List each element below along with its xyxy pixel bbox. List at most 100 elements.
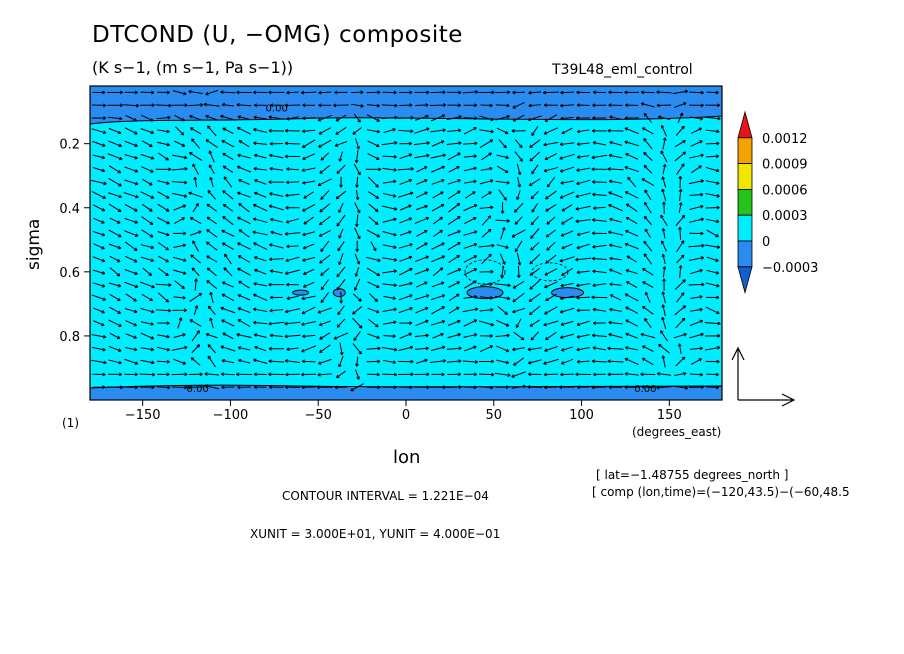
wind-vector-head <box>505 245 509 249</box>
wind-vector <box>662 228 666 239</box>
wind-vector-head <box>286 244 290 249</box>
wind-vector <box>253 116 267 120</box>
wind-vector <box>642 345 654 352</box>
wind-vector <box>223 176 233 188</box>
wind-vector <box>592 360 607 363</box>
wind-vector <box>335 114 347 122</box>
wind-vector-head <box>487 228 492 233</box>
wind-vector-head <box>683 371 687 376</box>
wind-vector <box>545 293 557 302</box>
wind-vector <box>500 227 505 240</box>
wind-vector <box>496 244 509 249</box>
wind-vector <box>221 359 235 364</box>
wind-vector-head <box>409 385 413 390</box>
wind-vector-head <box>286 116 290 121</box>
colorbar-bottom-arrow <box>737 266 753 295</box>
wind-vector <box>338 253 344 265</box>
wind-vector <box>416 166 428 173</box>
wind-vector-head <box>134 233 139 237</box>
wind-vector-head <box>133 309 138 314</box>
wind-vector-head <box>165 272 169 277</box>
wind-vector <box>679 227 682 240</box>
wind-vector-head <box>543 385 547 390</box>
wind-vector <box>381 346 398 351</box>
wind-vector-head <box>511 374 515 378</box>
wind-vector <box>529 178 541 187</box>
wind-vector <box>238 229 250 238</box>
wind-vector-head <box>190 254 194 259</box>
wind-vector-head <box>490 129 494 134</box>
wind-vector-head <box>491 90 495 95</box>
wind-vector-head <box>236 333 240 337</box>
wind-vector-head <box>222 203 227 208</box>
wind-vector-head <box>441 294 446 298</box>
wind-vector <box>446 386 462 389</box>
wind-vector <box>174 217 185 224</box>
wind-vector-head <box>624 166 628 170</box>
wind-vector-head <box>528 182 533 187</box>
wind-vector-head <box>253 127 257 132</box>
wind-vector-head <box>301 144 306 148</box>
wind-vector <box>336 318 346 328</box>
wind-vector-head <box>284 154 288 159</box>
wind-vector <box>690 308 703 312</box>
wind-vector <box>123 192 139 198</box>
wind-vector <box>643 165 653 174</box>
wind-vector-head <box>193 176 198 181</box>
wind-vector-head <box>205 139 210 143</box>
wind-vector <box>544 153 558 160</box>
wind-vector-head <box>339 351 344 356</box>
wind-vector <box>301 345 317 353</box>
wind-vector-head <box>101 258 106 263</box>
wind-vector <box>399 217 412 224</box>
wind-vector <box>155 309 171 312</box>
wind-vector-head <box>237 242 241 246</box>
wind-vector <box>207 125 217 137</box>
wind-vector <box>662 176 667 188</box>
wind-vector-head <box>133 347 138 352</box>
wind-vector <box>157 141 170 146</box>
wind-vector-head <box>149 221 154 225</box>
wind-vector <box>645 292 651 303</box>
wind-vector <box>414 154 430 159</box>
wind-vector <box>658 343 670 354</box>
wind-vector <box>192 203 199 213</box>
wind-vector-head <box>166 347 171 352</box>
wind-vector-head <box>656 385 660 390</box>
wind-vector <box>382 308 397 313</box>
wind-vector <box>512 347 526 351</box>
wind-vector <box>253 359 268 364</box>
wind-vector-head <box>592 346 596 350</box>
wind-vector <box>320 279 329 290</box>
wind-vector-head <box>220 372 225 376</box>
wind-vector-head <box>545 233 550 238</box>
wind-vector <box>382 321 397 325</box>
wind-vector <box>366 267 380 277</box>
wind-vector-head <box>559 309 564 314</box>
wind-vector <box>173 244 186 248</box>
wind-vector <box>318 358 332 365</box>
wind-vector-head <box>512 298 516 303</box>
wind-vector-head <box>253 141 257 146</box>
wind-vector <box>140 256 154 262</box>
wind-vector-head <box>473 204 478 208</box>
wind-vector <box>237 267 251 276</box>
wind-vector-head <box>269 141 273 146</box>
wind-vector <box>609 244 622 249</box>
wind-vector <box>158 152 169 161</box>
x-tick-label: −150 <box>125 408 161 423</box>
wind-vector-head <box>165 246 169 251</box>
wind-vector-head <box>700 385 704 389</box>
wind-vector <box>381 142 398 146</box>
wind-vector-head <box>268 128 272 133</box>
wind-vector-head <box>591 218 596 222</box>
wind-vector-head <box>440 332 444 337</box>
wind-vector-head <box>425 294 430 298</box>
wind-vector-head <box>576 347 580 352</box>
wind-vector-head <box>133 335 137 339</box>
wind-vector <box>286 168 299 171</box>
wind-vector-head <box>194 305 199 309</box>
wind-vector-head <box>319 260 323 264</box>
wind-vector <box>689 218 704 223</box>
wind-vector-head <box>716 245 721 249</box>
